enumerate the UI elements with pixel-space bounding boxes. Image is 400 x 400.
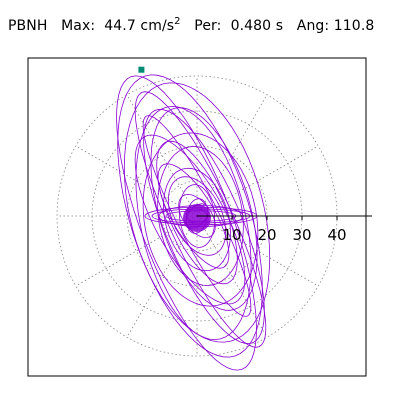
grid-spoke-30: [196, 145, 319, 217]
radial-tick-label-30: 30: [292, 226, 311, 244]
angle-label: Ang:: [296, 18, 330, 34]
trace-loop-2: [117, 74, 263, 358]
max-value: 44.7 cm/s: [104, 18, 175, 34]
peak-marker: [138, 66, 145, 73]
max-exponent: 2: [174, 16, 181, 27]
grid-spoke-60: [196, 94, 268, 217]
trace-loop-10: [142, 132, 259, 307]
radial-tick-label-20: 20: [257, 226, 276, 244]
trace-loop-1: [116, 75, 257, 371]
grid-spoke-240: [126, 215, 198, 338]
trace-loop-6: [135, 105, 252, 341]
grid-spoke-150: [75, 145, 198, 217]
angle-value: 110.8: [333, 18, 375, 34]
trace-loop-15: [167, 176, 227, 256]
radial-tick-label-10: 10: [222, 226, 241, 244]
trace-loop-8: [150, 107, 258, 311]
plot-header: PBNH Max: 44.7 cm/s2 Per: 0.480 s Ang: 1…: [8, 16, 374, 34]
trace-loop-9: [134, 134, 246, 305]
radial-axis: 10 20 30 40: [197, 215, 372, 244]
max-label: Max:: [61, 18, 96, 34]
trace-loop-13: [157, 163, 230, 269]
motion-trace: [116, 66, 271, 371]
trace-loop-5: [143, 108, 265, 345]
period-label: Per:: [194, 18, 222, 34]
trace-centre-cluster: [183, 204, 211, 232]
grid-spoke-300: [196, 215, 268, 338]
plot-frame: [27, 57, 367, 377]
radial-tick-label-40: 40: [327, 226, 346, 244]
grid-spoke-330: [196, 215, 319, 287]
station-code: PBNH: [8, 18, 48, 34]
period-value: 0.480 s: [230, 18, 284, 34]
trace-loop-14: [163, 167, 231, 272]
trace-loop-16: [178, 184, 216, 248]
trace-loop-4: [123, 82, 271, 343]
trace-loop-7: [142, 115, 252, 317]
grid-spoke-210: [75, 215, 198, 287]
grid-spoke-120: [126, 94, 198, 217]
